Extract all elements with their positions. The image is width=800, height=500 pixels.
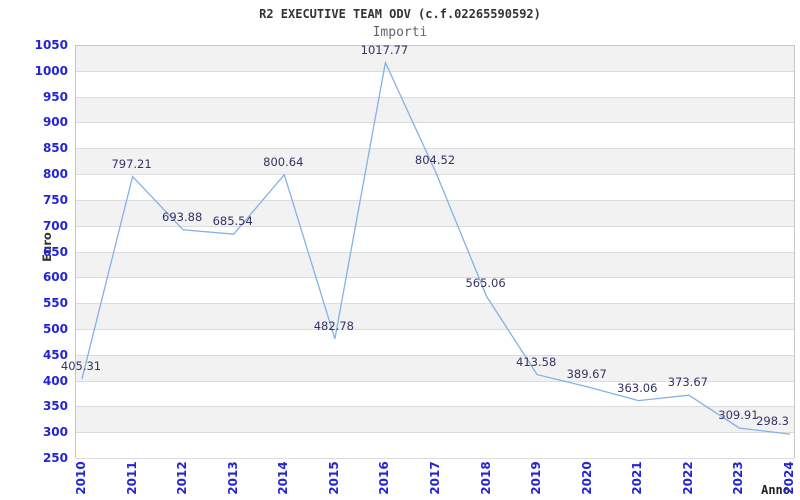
x-tick-label: 2014	[276, 461, 291, 495]
x-tick-label: 2012	[175, 461, 190, 495]
y-tick-label: 800	[42, 167, 68, 182]
plot-band	[76, 175, 794, 201]
plot-band	[76, 329, 794, 356]
plot-band	[76, 97, 794, 124]
data-point-label: 373.67	[667, 375, 708, 390]
plot-band	[76, 304, 794, 330]
plot-area	[75, 45, 795, 459]
data-point-label: 797.21	[111, 156, 152, 171]
x-tick-label: 2023	[731, 461, 746, 495]
y-tick-label: 900	[42, 115, 68, 130]
x-tick-label: 2013	[225, 461, 240, 495]
data-point-label: 1017.77	[360, 42, 409, 57]
data-point-label: 413.58	[516, 354, 557, 369]
x-tick-label: 2011	[124, 461, 139, 495]
x-tick-label: 2021	[630, 461, 645, 495]
y-tick-label: 450	[42, 347, 68, 362]
y-tick-label: 300	[42, 425, 68, 440]
y-tick-label: 950	[42, 89, 68, 104]
data-point-label: 565.06	[465, 276, 506, 291]
plot-band	[76, 252, 794, 279]
plot-band	[76, 278, 794, 305]
data-point-label: 482.78	[313, 318, 354, 333]
x-tick-label: 2016	[377, 461, 392, 495]
y-tick-label: 600	[42, 270, 68, 285]
data-point-label: 363.06	[617, 380, 658, 395]
x-tick-label: 2010	[74, 461, 88, 495]
plot-band	[76, 46, 794, 72]
x-tick-label: 2024	[782, 461, 796, 495]
x-axis-title: Anno	[761, 483, 790, 497]
plot-band	[76, 123, 794, 150]
y-tick-label: 750	[42, 192, 68, 207]
y-tick-label: 350	[42, 399, 68, 414]
chart-title: R2 EXECUTIVE TEAM ODV (c.f.02265590592)	[259, 7, 541, 21]
data-line-svg	[81, 60, 791, 435]
plot-band	[76, 407, 794, 434]
data-line	[81, 60, 791, 435]
data-point-label: 693.88	[162, 209, 203, 224]
y-tick-label: 1000	[34, 63, 68, 78]
chart-subtitle: Importi	[372, 25, 428, 40]
data-point-label: 685.54	[212, 214, 253, 229]
data-point-label: 298.3	[756, 414, 789, 429]
y-tick-label: 500	[42, 321, 68, 336]
plot-band	[76, 200, 794, 227]
plot-band	[76, 355, 794, 382]
y-tick-label: 250	[42, 451, 68, 465]
y-tick-label: 1050	[34, 38, 68, 52]
y-tick-label: 400	[42, 373, 68, 388]
x-tick-label: 2018	[478, 461, 493, 495]
y-tick-label: 850	[42, 141, 68, 156]
data-point-label: 804.52	[414, 152, 456, 167]
x-tick-label: 2015	[326, 461, 341, 495]
data-point-label: 309.91	[718, 408, 759, 423]
data-point-label: 405.31	[60, 358, 102, 373]
x-tick-label: 2022	[680, 461, 695, 495]
x-tick-label: 2019	[529, 461, 544, 495]
x-tick-label: 2017	[428, 461, 442, 495]
data-point-label: 800.64	[263, 154, 304, 169]
plot-band	[76, 71, 794, 98]
plot-band	[76, 433, 794, 459]
x-tick-label: 2020	[579, 461, 594, 495]
y-tick-label: 650	[42, 244, 68, 259]
plot-band	[76, 381, 794, 408]
y-tick-label: 700	[42, 218, 68, 233]
y-tick-label: 550	[42, 296, 68, 311]
data-point-label: 389.67	[566, 366, 607, 381]
